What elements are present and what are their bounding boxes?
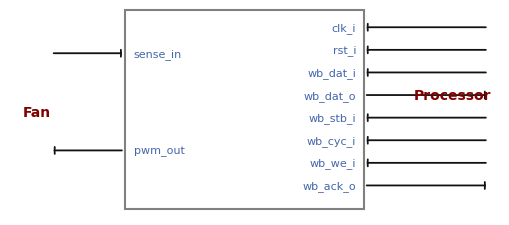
Text: Fan: Fan <box>23 106 51 119</box>
Bar <box>125 11 364 209</box>
Text: wb_dat_i: wb_dat_i <box>307 68 356 79</box>
Text: pwm_out: pwm_out <box>134 146 185 156</box>
Text: rst_i: rst_i <box>333 45 356 56</box>
Text: wb_cyc_i: wb_cyc_i <box>307 135 356 146</box>
Text: sense_in: sense_in <box>134 49 182 59</box>
Text: wb_ack_o: wb_ack_o <box>303 180 356 191</box>
Text: Processor: Processor <box>414 89 491 103</box>
Text: wb_stb_i: wb_stb_i <box>308 113 356 124</box>
Text: clk_i: clk_i <box>332 23 356 34</box>
Text: wb_we_i: wb_we_i <box>310 158 356 169</box>
Text: wb_dat_o: wb_dat_o <box>304 90 356 101</box>
